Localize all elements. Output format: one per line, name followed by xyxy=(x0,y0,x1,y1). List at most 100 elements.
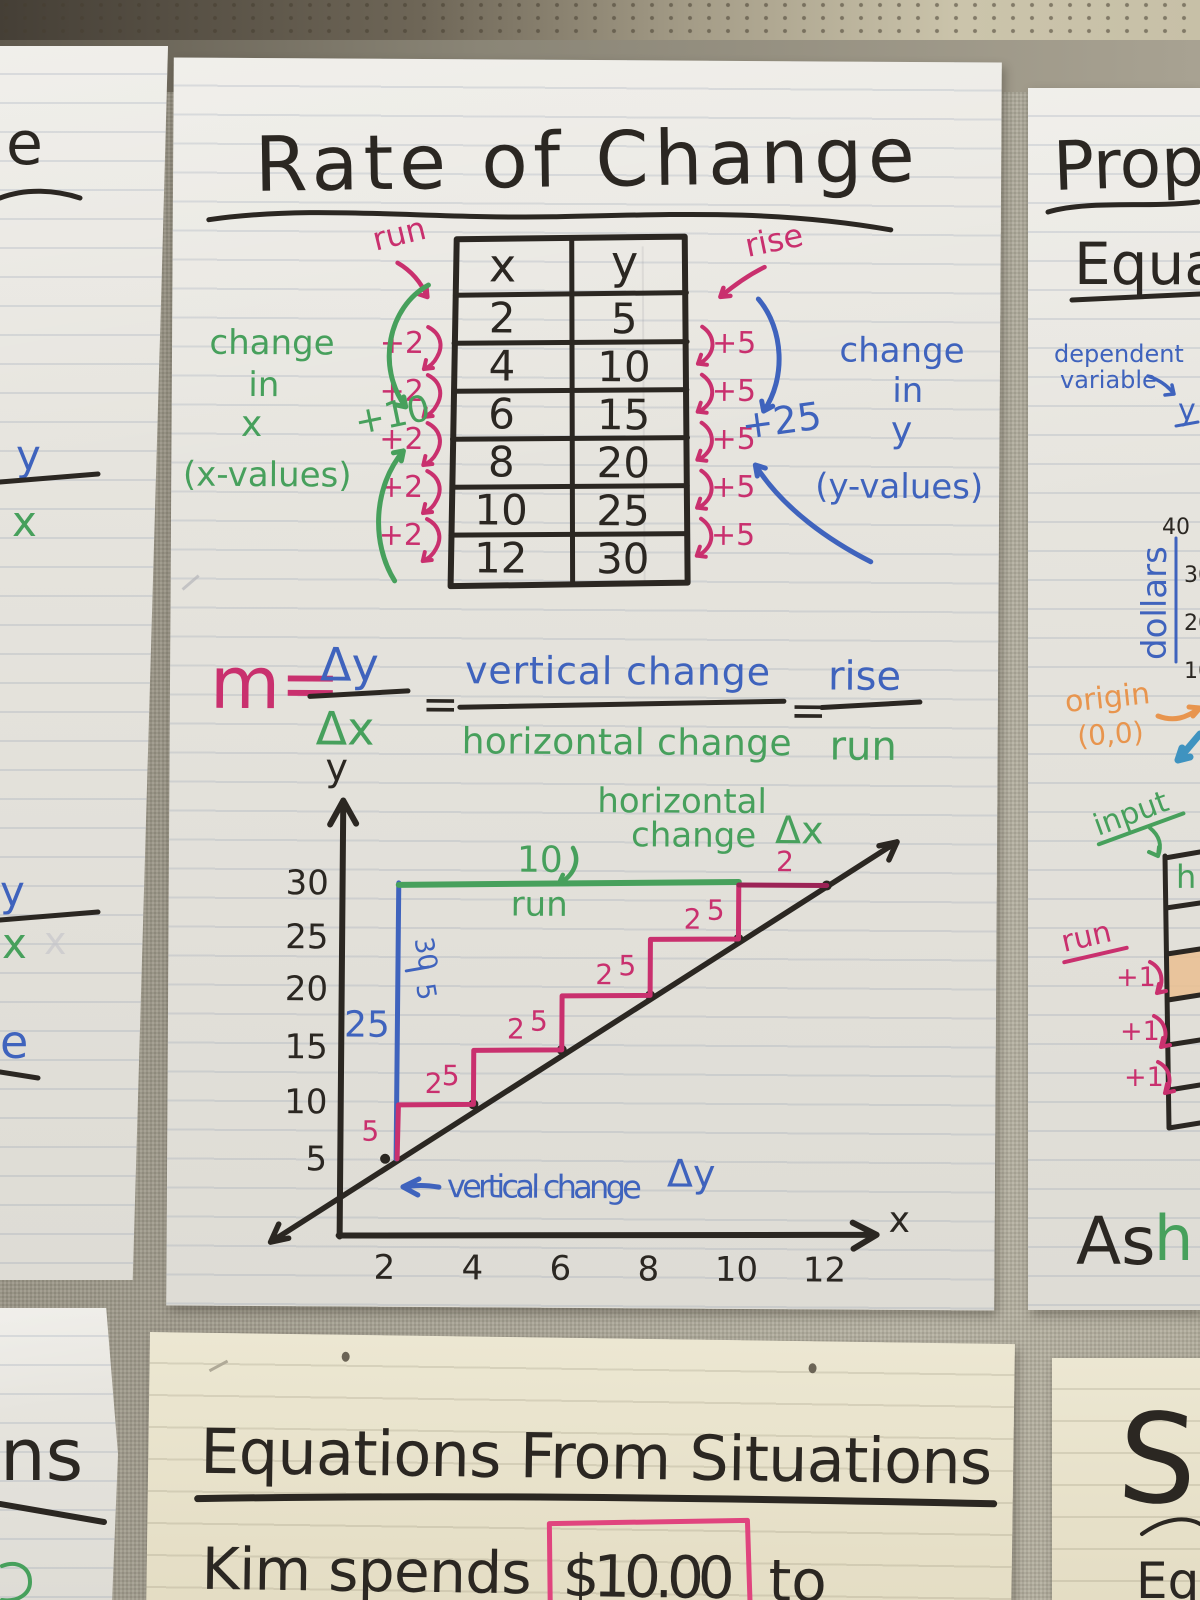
x-tick: 4 xyxy=(461,1248,483,1288)
y-tick: 30 xyxy=(285,863,329,903)
vertical-change-label: vertical change xyxy=(447,1167,642,1206)
x-axis xyxy=(335,1219,880,1252)
change-in-x-line2: in xyxy=(248,365,279,405)
x-tick: 2 xyxy=(373,1248,395,1288)
change-in-y-line4: (y-values) xyxy=(815,466,983,507)
y-tick: 15 xyxy=(284,1027,328,1067)
equations-title: Equations From Situations xyxy=(200,1415,993,1499)
table-row-lines xyxy=(448,290,691,538)
plus1-curl xyxy=(1148,960,1168,995)
change-in-y-line2: in xyxy=(892,371,923,411)
plus1-label: +1 xyxy=(1124,1062,1164,1093)
vertical-change-arrow xyxy=(400,1176,442,1198)
fraction-bar xyxy=(307,688,411,699)
pencil-mark xyxy=(181,574,200,591)
plus25-label: +25 xyxy=(739,394,824,448)
formula-run: run xyxy=(829,724,896,770)
equals-sign: = xyxy=(422,679,459,730)
dependent-line2: variable xyxy=(1060,366,1157,394)
table-cell: 8 xyxy=(488,437,515,486)
left-bottom-poster: ns xyxy=(0,1308,118,1600)
teal-arrow xyxy=(1174,730,1200,764)
step-run-label: 2 xyxy=(425,1067,443,1100)
underline xyxy=(0,188,83,201)
fraction-numerator: y xyxy=(0,867,25,916)
step-run-label: 2 xyxy=(507,1013,525,1046)
step-run-label: 2 xyxy=(776,845,794,878)
run-increments: run +1 +1 +1 xyxy=(1058,914,1176,1095)
staircase-steps xyxy=(394,883,742,1162)
change-in-x-annotation: change in x (x-values) +10 xyxy=(183,282,434,584)
plus5-label: +5 xyxy=(712,374,756,409)
axis-tick: 40 xyxy=(1162,515,1190,540)
left-word-fragment: e xyxy=(0,109,83,201)
formula-m: m= xyxy=(210,641,341,726)
title-underline xyxy=(1045,199,1200,215)
sentence-end: to xyxy=(768,1547,827,1600)
plus2-curl xyxy=(421,373,443,420)
origin-arrow xyxy=(1155,704,1200,722)
ceiling-strip xyxy=(0,0,1200,40)
page-title: Rate of Change xyxy=(254,110,915,209)
horizontal-change-line2: change xyxy=(631,815,756,856)
plus1-label: +1 xyxy=(1120,1016,1160,1047)
pencil-x-mark: x xyxy=(44,919,67,963)
bottom-right-drawing: S Equ xyxy=(1114,1386,1200,1600)
table-cell: 4 xyxy=(488,341,515,390)
rate-of-change-drawing: Rate of Change x y 2 5 4 10 6 15 8 20 xyxy=(181,110,983,1291)
left-word-end-2: e xyxy=(0,1015,28,1069)
plus1-curl xyxy=(1156,1060,1176,1095)
plus2-curl xyxy=(421,325,443,372)
input-underline xyxy=(1096,811,1186,847)
plus2-label: +2 xyxy=(379,518,423,553)
axis-tick: 20 xyxy=(1184,611,1200,636)
fraction-bar xyxy=(457,698,787,710)
plus5-label: +5 xyxy=(711,470,755,505)
pin-hole xyxy=(341,1351,350,1362)
blue-arc-arrow-up xyxy=(752,462,874,565)
step-run-label: 2 xyxy=(595,958,613,991)
formula-vertical-change: vertical change xyxy=(465,648,770,694)
plus2-curl xyxy=(420,517,442,564)
plus5-curl xyxy=(695,372,715,415)
table-cell: 5 xyxy=(611,294,638,343)
y-tick: 25 xyxy=(285,917,329,957)
proportional-drawing: Prop Equa dependent variable y 40 30 20 … xyxy=(1045,123,1200,1280)
y-axis xyxy=(327,797,360,1240)
table-header-y: y xyxy=(611,235,639,289)
dollars-axis: 40 30 20 10 dollars xyxy=(1135,515,1200,684)
y-underline xyxy=(1174,420,1200,428)
bottom-right-poster: S Equ xyxy=(1052,1358,1200,1600)
step-rise-label: 5 xyxy=(442,1059,460,1092)
pencil-mark xyxy=(208,1359,229,1373)
fraction-bar xyxy=(0,909,101,923)
title-underline xyxy=(206,210,894,233)
rise-arrow xyxy=(718,264,767,300)
table-cell: 2 xyxy=(489,293,516,342)
fraction-bar xyxy=(819,699,923,710)
letter-s: S xyxy=(1114,1386,1200,1534)
plus5-label: +5 xyxy=(711,422,755,457)
formula-delta-y: Δy xyxy=(320,637,379,691)
change-in-x-line4: (x-values) xyxy=(183,455,352,496)
axis-tick: 30 xyxy=(1184,563,1200,588)
title-underline xyxy=(194,1493,998,1508)
rate-of-change-poster: Rate of Change x y 2 5 4 10 6 15 8 20 xyxy=(166,57,1002,1311)
x-tick: 8 xyxy=(637,1249,659,1289)
y-axis-label: y xyxy=(325,745,348,789)
right-title-line2: Equa xyxy=(1074,230,1200,298)
sentence-fragment: As h xyxy=(1076,1202,1193,1280)
blue-arc-arrow-down xyxy=(755,296,782,414)
input-arrow xyxy=(1147,826,1162,858)
data-points xyxy=(380,880,832,1164)
axis-tick: 10 xyxy=(1184,659,1200,684)
table-header-h: h xyxy=(1176,858,1196,896)
pin-hole xyxy=(808,1363,817,1374)
plus5-curl xyxy=(695,468,714,511)
underline xyxy=(0,1069,41,1081)
table-cell: 30 xyxy=(596,534,650,583)
staircase-top-step xyxy=(736,882,830,888)
underline xyxy=(0,1501,107,1525)
boxed-amount: $10.00 xyxy=(562,1542,735,1600)
x-increment-marks: +2 +2 +2 +2 +2 xyxy=(379,325,443,564)
